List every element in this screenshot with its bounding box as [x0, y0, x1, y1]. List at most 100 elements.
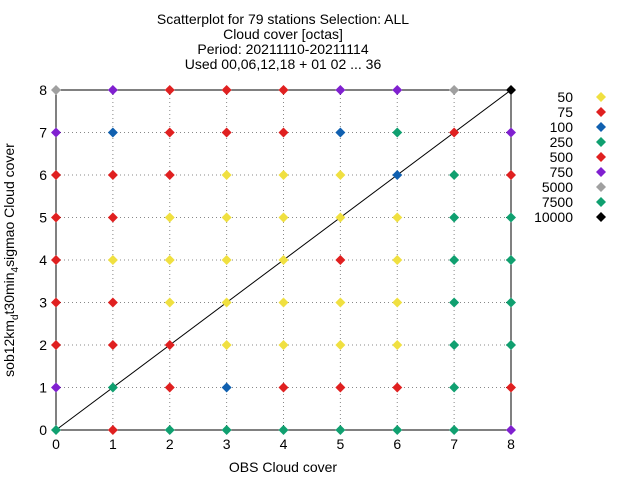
legend-label: 10000 — [534, 209, 573, 225]
data-point — [392, 297, 403, 308]
data-point — [107, 382, 118, 393]
y-tick-label: 2 — [39, 337, 47, 353]
data-point — [449, 212, 460, 223]
title-line-3: Used 00,06,12,18 + 01 02 ... 36 — [185, 56, 382, 72]
data-point — [107, 127, 118, 138]
data-point — [506, 85, 516, 95]
title-line-0: Scatterplot for 79 stations Selection: A… — [157, 11, 409, 27]
data-point — [335, 425, 346, 435]
data-point — [392, 127, 403, 138]
data-point — [392, 340, 403, 350]
x-tick-label: 1 — [109, 436, 117, 452]
data-point — [335, 340, 346, 350]
data-point — [278, 425, 289, 435]
data-point — [107, 170, 118, 180]
data-point — [164, 297, 175, 308]
y-tick-label: 3 — [39, 295, 47, 311]
legend-marker — [596, 167, 606, 177]
data-point — [221, 170, 232, 180]
data-point — [392, 170, 403, 180]
y-tick-label: 7 — [39, 125, 47, 141]
legend-marker — [596, 212, 606, 222]
data-point — [278, 382, 289, 393]
x-tick-label: 5 — [336, 436, 344, 452]
data-point — [107, 297, 118, 308]
data-point — [164, 170, 175, 180]
data-point — [51, 212, 61, 223]
legend-label: 5000 — [542, 179, 573, 195]
legend-label: 750 — [550, 164, 574, 180]
title-line-1: Cloud cover [octas] — [223, 26, 343, 42]
y-tick-label: 5 — [39, 210, 47, 226]
x-tick-label: 0 — [52, 436, 60, 452]
data-point — [335, 85, 346, 95]
data-point — [449, 255, 460, 265]
data-point — [51, 255, 61, 265]
data-point — [335, 170, 346, 180]
data-point — [449, 382, 460, 393]
data-point — [449, 425, 460, 435]
chart-title: Scatterplot for 79 stations Selection: A… — [157, 11, 409, 72]
data-point — [278, 297, 289, 308]
data-point — [221, 340, 232, 350]
data-point — [107, 85, 118, 95]
legend-marker — [596, 137, 606, 147]
legend-marker — [596, 197, 606, 207]
data-point — [506, 170, 516, 180]
legend-label: 7500 — [542, 194, 573, 210]
data-point — [506, 127, 516, 138]
data-point — [335, 297, 346, 308]
data-point — [392, 85, 403, 95]
legend-label: 100 — [550, 119, 574, 135]
data-point — [392, 255, 403, 265]
y-tick-label: 1 — [39, 380, 47, 396]
data-point — [278, 340, 289, 350]
data-point — [164, 212, 175, 223]
data-point — [278, 127, 289, 138]
data-point — [506, 212, 516, 223]
y-tick-label: 4 — [39, 252, 47, 268]
data-point — [392, 425, 403, 435]
y-tick-label: 0 — [39, 422, 47, 438]
data-point — [449, 85, 460, 95]
legend-marker — [596, 182, 606, 192]
legend-marker — [596, 122, 606, 132]
data-point — [392, 382, 403, 393]
data-point — [335, 382, 346, 393]
data-point — [506, 425, 516, 435]
data-point — [107, 212, 118, 223]
data-point — [51, 297, 61, 308]
data-point — [449, 127, 460, 138]
data-point — [107, 340, 118, 350]
data-point — [51, 170, 61, 180]
data-point — [164, 382, 175, 393]
legend-marker — [596, 107, 606, 117]
data-point — [51, 85, 61, 95]
data-point — [449, 340, 460, 350]
data-point — [221, 212, 232, 223]
data-point — [221, 255, 232, 265]
legend-label: 75 — [557, 104, 573, 120]
data-point — [449, 297, 460, 308]
axis-ticks: 0 1 2 3 4 5 6 7 8 0 1 2 3 4 5 6 7 8 — [39, 82, 515, 452]
x-tick-label: 4 — [280, 436, 288, 452]
data-point — [51, 425, 61, 435]
x-tick-label: 2 — [166, 436, 174, 452]
legend-label: 250 — [550, 134, 574, 150]
data-point — [51, 340, 61, 350]
data-point — [506, 340, 516, 350]
data-point — [278, 170, 289, 180]
data-point — [51, 382, 61, 393]
legend-marker — [596, 92, 606, 102]
data-point — [392, 212, 403, 223]
legend-label: 500 — [550, 149, 574, 165]
data-point — [506, 382, 516, 393]
data-point — [164, 340, 175, 350]
data-point — [221, 127, 232, 138]
data-point — [221, 382, 232, 393]
grid-lines — [56, 90, 511, 430]
data-point — [164, 255, 175, 265]
data-point — [221, 85, 232, 95]
data-point — [278, 85, 289, 95]
